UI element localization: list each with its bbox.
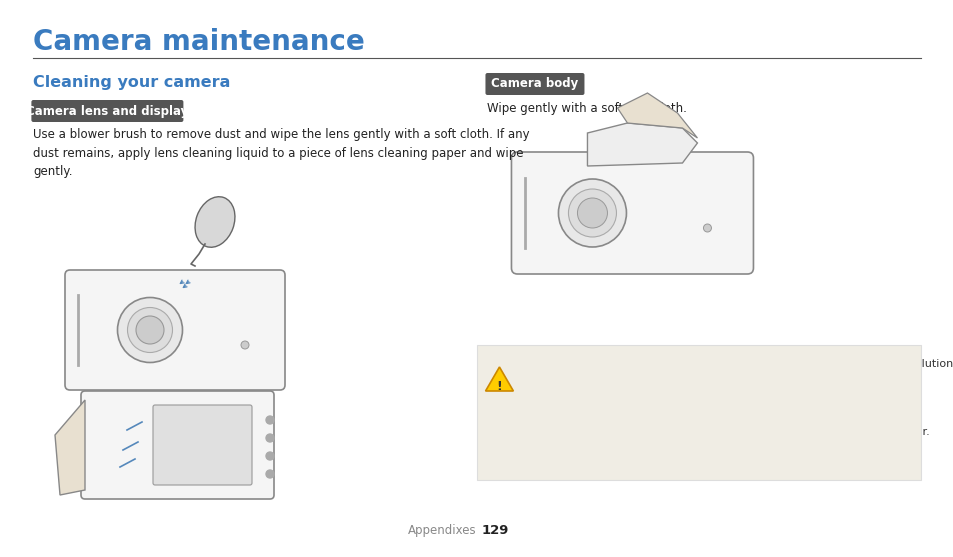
Ellipse shape [568,189,616,237]
Ellipse shape [194,197,234,247]
FancyBboxPatch shape [485,73,584,95]
Text: 129: 129 [481,524,509,537]
Circle shape [266,470,274,478]
Polygon shape [587,123,697,166]
Text: Camera body: Camera body [491,77,578,90]
FancyBboxPatch shape [476,345,920,480]
Text: Camera lens and display: Camera lens and display [27,105,189,118]
Circle shape [266,452,274,460]
Circle shape [266,434,274,442]
Ellipse shape [117,297,182,363]
Text: Wipe gently with a soft, dry cloth.: Wipe gently with a soft, dry cloth. [487,102,686,115]
Text: • Do not press on the lens cover or use a blower brush on the lens cover.: • Do not press on the lens cover or use … [522,427,929,437]
Text: Use a blower brush to remove dust and wipe the lens gently with a soft cloth. If: Use a blower brush to remove dust and wi… [33,128,530,178]
Polygon shape [617,93,697,138]
Ellipse shape [128,307,172,353]
FancyBboxPatch shape [81,391,274,499]
FancyBboxPatch shape [511,152,753,274]
Polygon shape [485,367,513,391]
Text: Camera maintenance: Camera maintenance [33,28,365,56]
Text: • Never use benzene, thinners, or alcohol to clean the device. These solutions c: • Never use benzene, thinners, or alcoho… [522,359,953,383]
Ellipse shape [136,316,164,344]
Ellipse shape [577,198,607,228]
Text: Cleaning your camera: Cleaning your camera [33,75,231,90]
Ellipse shape [558,179,626,247]
Polygon shape [55,400,85,495]
Text: !: ! [497,379,502,393]
Ellipse shape [702,224,711,232]
FancyBboxPatch shape [152,405,252,485]
Circle shape [266,416,274,424]
FancyBboxPatch shape [65,270,285,390]
Text: Appendixes: Appendixes [408,524,476,537]
FancyBboxPatch shape [31,100,183,122]
Ellipse shape [241,341,249,349]
